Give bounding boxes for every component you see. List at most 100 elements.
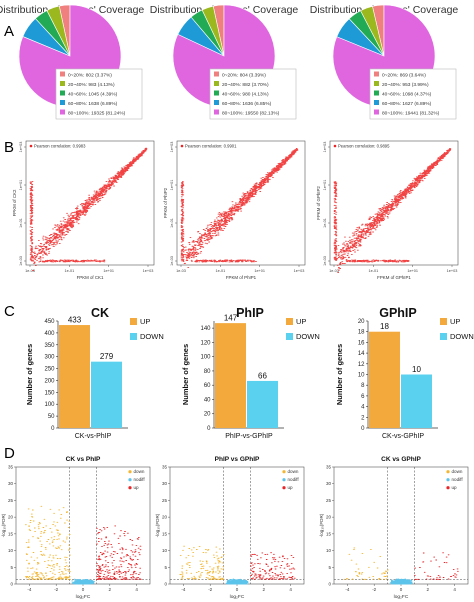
y-tick-label: 1e-03	[19, 256, 23, 266]
y-tick-label: 1e+01	[19, 180, 23, 191]
legend-marker-up	[446, 486, 450, 490]
pie-legend-box	[369, 68, 457, 120]
x-tick-label: -4	[27, 587, 31, 592]
legend-label: DOWN	[450, 332, 474, 341]
y-tick-label: 1e-03	[170, 256, 174, 266]
legend-label: Pearson correlation: 0.9983	[34, 144, 86, 149]
nodiff-points	[225, 578, 249, 585]
x-tick-label: 1e+01	[407, 269, 418, 273]
x-tick-label: -2	[208, 587, 212, 592]
bar-chart-title: GPhIP	[379, 306, 417, 320]
pie-legend-label: 0~20%: 804 (3.39%)	[222, 73, 266, 79]
y-tick-label: 5	[328, 565, 331, 570]
y-tick-label: 15	[8, 531, 14, 536]
pie-legend-label: 60~80%: 1638 (6.89%)	[68, 101, 118, 107]
legend-label: nodiff	[452, 477, 464, 482]
x-tick-label: 1e-01	[215, 269, 225, 273]
pie-legend-swatch	[374, 109, 379, 115]
legend-label: nodiff	[134, 477, 146, 482]
x-tick-label: 1e-03	[176, 269, 186, 273]
x-tick-label: 4	[135, 587, 138, 592]
bar-value-label: 147	[224, 314, 238, 323]
pie-legend-label: 0~20%: 869 (3.64%)	[382, 73, 426, 79]
y-tick-label: 350	[44, 343, 55, 349]
pie-legend-label: 60~80%: 1636 (6.85%)	[222, 101, 272, 107]
y-tick-label: 35	[162, 465, 168, 470]
legend-label: UP	[140, 317, 150, 326]
bar-up	[215, 323, 246, 428]
y-tick-label: 140	[200, 326, 211, 332]
y-tick-label: 18	[358, 330, 365, 336]
up-points	[250, 552, 296, 580]
y-tick-label: 35	[8, 465, 14, 470]
y-tick-label: 0	[51, 426, 55, 432]
x-tick-label: 1e-03	[25, 269, 35, 273]
y-tick-label: 25	[326, 498, 332, 503]
y-axis-label: Number of genes	[25, 344, 34, 405]
panel-letter-c: C	[4, 303, 15, 320]
legend-label: DOWN	[140, 332, 164, 341]
x-tick-label: -2	[372, 587, 376, 592]
pie-legend-label: 60~80%: 1627 (6.89%)	[382, 101, 432, 107]
legend-marker-down	[282, 470, 286, 474]
legend-label: down	[134, 469, 145, 474]
x-tick-label: 2	[427, 587, 430, 592]
y-axis-label: FPKM of PhIP2	[163, 187, 168, 218]
pie-legend-label: 20~40%: 983 (4.13%)	[68, 82, 115, 88]
scatter-points	[333, 148, 452, 273]
y-tick-label: 20	[204, 412, 211, 418]
x-category-label: CK-vs-PhIP	[75, 433, 112, 440]
pie-legend-label: 80~100%: 19550 (82.13%)	[222, 111, 280, 117]
legend-label: up	[452, 485, 458, 490]
x-tick-label: 1e+03	[143, 269, 154, 273]
x-tick-label: 4	[453, 587, 456, 592]
legend-marker	[29, 144, 33, 148]
x-axis-label: FPKM of CK1	[77, 275, 104, 280]
pie-legend-label: 80~100%: 19441 (81.32%)	[382, 111, 440, 117]
y-tick-label: 20	[358, 319, 365, 325]
legend-label: nodiff	[288, 477, 300, 482]
y-tick-label: 1e+01	[170, 180, 174, 191]
y-tick-label: 40	[204, 397, 211, 403]
y-axis-label: -log₁₀(FDR)	[1, 513, 6, 537]
y-tick-label: 15	[326, 531, 332, 536]
volcano-title: CK vs PhIP	[66, 456, 101, 463]
x-tick-label: 1e+01	[254, 269, 265, 273]
legend-swatch-up	[286, 318, 293, 325]
y-tick-label: 0	[207, 426, 211, 432]
bar-down	[401, 374, 432, 428]
panel-letter-d: D	[4, 445, 15, 462]
y-tick-label: 300	[44, 355, 55, 361]
pie-legend-swatch	[214, 109, 219, 115]
pie-legend-swatch	[374, 100, 379, 105]
legend-marker	[333, 144, 337, 148]
x-axis-label: log₂FC	[394, 594, 409, 600]
scatter-points	[29, 147, 148, 271]
y-tick-label: 16	[358, 340, 365, 346]
legend-marker-nodiff	[282, 478, 286, 482]
x-category-label: PhIP-vs-GPhIP	[225, 433, 273, 440]
legend-label: down	[452, 469, 463, 474]
pie-legend-label: 20~40%: 882 (3.70%)	[222, 82, 269, 88]
x-tick-label: -4	[181, 587, 185, 592]
y-tick-label: 1e+01	[323, 180, 327, 191]
bar-value-label: 10	[412, 365, 421, 374]
pie-legend-swatch	[374, 71, 379, 77]
pie-legend-swatch	[60, 90, 65, 96]
x-axis-label: FPKM of GPhIP1	[377, 275, 411, 280]
y-tick-label: 60	[204, 383, 211, 389]
bar-up	[59, 325, 90, 428]
pie-legend-box	[209, 68, 297, 120]
y-axis-label: Number of genes	[335, 344, 344, 405]
y-tick-label: 1e-01	[323, 218, 327, 228]
legend-label: UP	[296, 317, 306, 326]
bar-chart-title: PhIP	[236, 306, 264, 320]
y-tick-label: 0	[164, 582, 167, 587]
pie-legend-label: 20~40%: 953 (3.99%)	[382, 82, 429, 88]
legend-marker-nodiff	[446, 478, 450, 482]
y-tick-label: 1e+03	[170, 142, 174, 153]
y-tick-label: 400	[44, 331, 55, 337]
y-tick-label: 5	[10, 565, 13, 570]
x-tick-label: 0	[236, 587, 239, 592]
y-tick-label: 25	[162, 498, 168, 503]
